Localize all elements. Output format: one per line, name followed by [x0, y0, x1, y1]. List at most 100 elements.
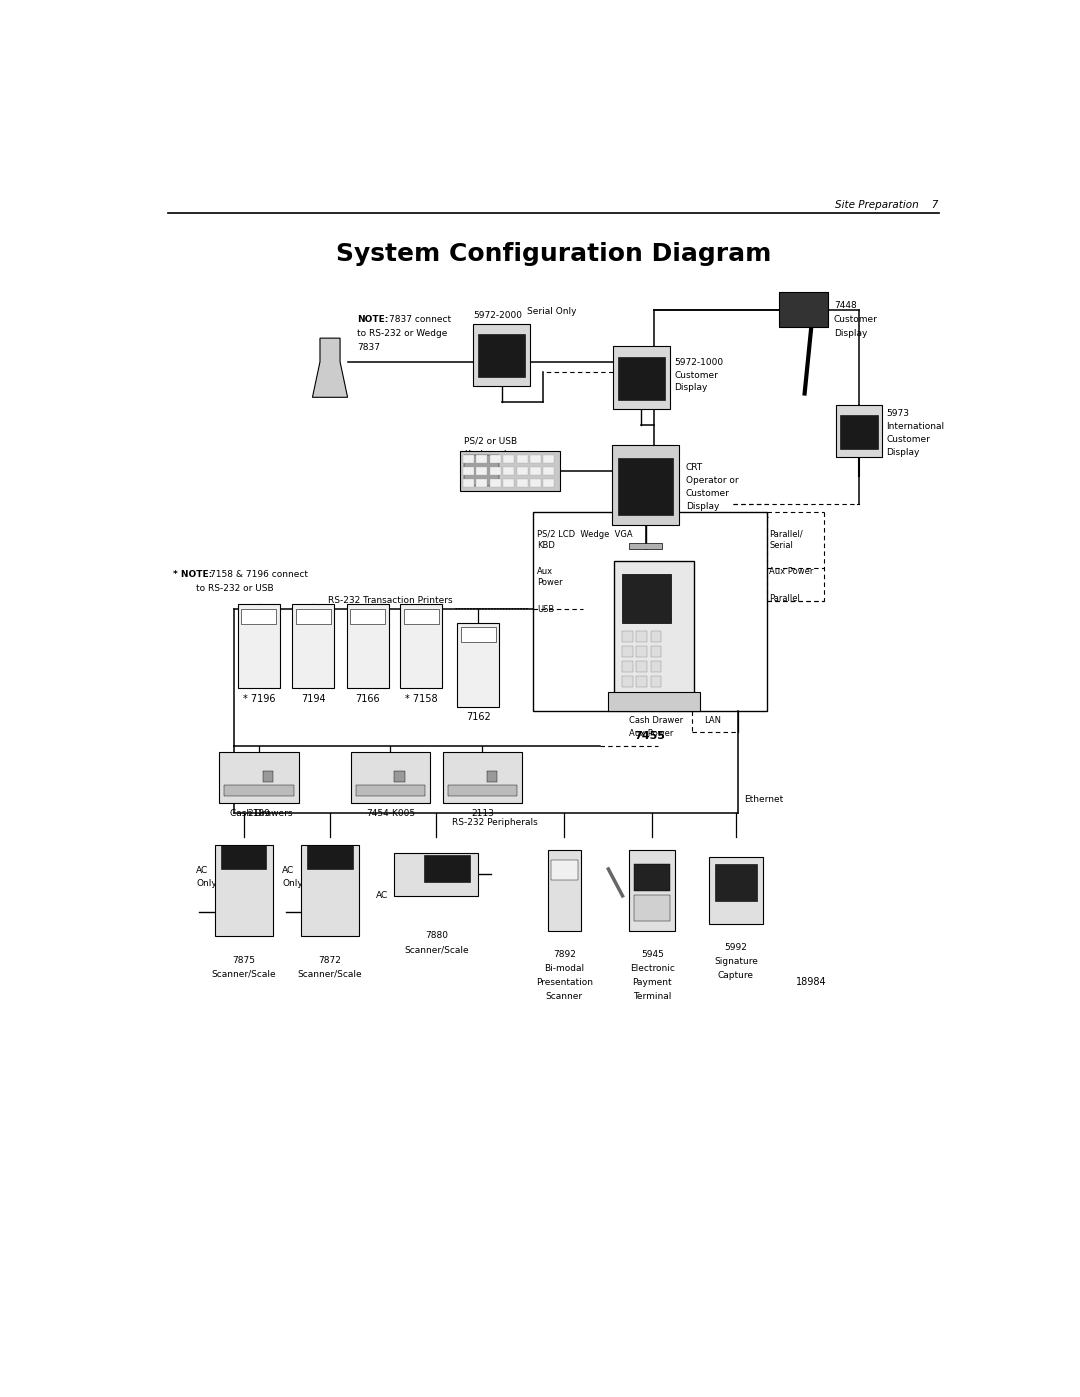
Bar [548, 851, 581, 930]
Bar [516, 479, 527, 488]
Bar [225, 785, 294, 796]
Bar [219, 752, 299, 803]
Text: 2189: 2189 [247, 809, 270, 817]
Bar [618, 358, 665, 400]
Bar [486, 771, 497, 782]
Bar [351, 752, 430, 803]
Text: USB: USB [537, 605, 554, 615]
Text: 5992: 5992 [725, 943, 747, 953]
Text: * 7196: * 7196 [243, 694, 275, 704]
Bar [532, 511, 767, 711]
Bar [634, 863, 671, 890]
Text: Operator or: Operator or [686, 476, 739, 485]
Text: Scanner/Scale: Scanner/Scale [212, 970, 276, 978]
Text: Scanner/Scale: Scanner/Scale [404, 946, 469, 954]
Bar [636, 631, 647, 643]
Text: Only: Only [282, 879, 303, 888]
Bar [238, 605, 280, 689]
Bar [478, 334, 525, 377]
Text: 7158 & 7196 connect: 7158 & 7196 connect [211, 570, 308, 578]
Text: LAN: LAN [704, 717, 721, 725]
Text: Aux Power: Aux Power [769, 567, 814, 577]
Bar [423, 855, 470, 882]
Bar [530, 479, 541, 488]
Bar [530, 467, 541, 475]
Text: RS-232 Transaction Printers: RS-232 Transaction Printers [327, 597, 453, 605]
Bar [551, 861, 578, 880]
Text: Capture: Capture [718, 971, 754, 981]
Bar [613, 346, 670, 408]
Text: 5973: 5973 [887, 409, 909, 418]
Text: Payment: Payment [633, 978, 672, 988]
Text: Terminal: Terminal [633, 992, 672, 1002]
Bar [516, 455, 527, 464]
Bar [463, 455, 474, 464]
Text: Scanner/Scale: Scanner/Scale [298, 970, 362, 978]
Text: Ethernet: Ethernet [744, 795, 784, 805]
Text: Customer: Customer [834, 314, 878, 324]
Bar [460, 451, 561, 492]
Bar [615, 560, 693, 696]
Text: System Configuration Diagram: System Configuration Diagram [336, 242, 771, 265]
Bar [543, 479, 554, 488]
Bar [394, 771, 405, 782]
Text: 7837 connect: 7837 connect [389, 314, 450, 324]
Bar [503, 479, 514, 488]
Polygon shape [312, 338, 348, 397]
Bar [780, 292, 828, 327]
Bar [443, 752, 522, 803]
Text: Display: Display [834, 328, 867, 338]
Text: CRT: CRT [686, 462, 703, 472]
Bar [490, 479, 501, 488]
Bar [503, 455, 514, 464]
Bar [612, 444, 679, 525]
Text: 7872: 7872 [319, 956, 341, 964]
Text: Customer: Customer [887, 434, 930, 444]
Text: 7194: 7194 [301, 694, 325, 704]
Text: Serial: Serial [769, 541, 794, 549]
Bar [463, 479, 474, 488]
Text: Display: Display [887, 448, 919, 457]
Text: Serial Only: Serial Only [527, 307, 577, 316]
Bar [629, 542, 662, 549]
Text: Display: Display [674, 383, 707, 393]
Text: * 7158: * 7158 [405, 694, 437, 704]
Text: Customer: Customer [674, 370, 718, 380]
Text: Signature: Signature [714, 957, 758, 967]
Text: 7166: 7166 [355, 694, 380, 704]
Bar [355, 785, 426, 796]
Bar [622, 631, 633, 643]
Text: 7875: 7875 [232, 956, 255, 964]
Text: 7448: 7448 [834, 300, 856, 310]
Text: Keyboard: Keyboard [464, 450, 507, 460]
Bar [350, 609, 386, 623]
Text: International: International [887, 422, 944, 432]
Text: PS/2 or USB: PS/2 or USB [464, 436, 517, 446]
Text: NOTE:: NOTE: [356, 314, 388, 324]
Bar [650, 676, 661, 687]
Bar [618, 458, 673, 514]
Bar [241, 609, 276, 623]
Text: 7162: 7162 [465, 712, 490, 722]
Bar [715, 863, 757, 901]
Bar [404, 609, 438, 623]
Bar [636, 647, 647, 657]
Text: AC: AC [376, 890, 389, 900]
Text: 5945: 5945 [640, 950, 664, 960]
Text: Parallel/: Parallel/ [769, 529, 804, 539]
Text: RS-232 Peripherals: RS-232 Peripherals [453, 819, 538, 827]
Bar [836, 405, 882, 457]
Text: 7455: 7455 [634, 731, 665, 740]
Text: 2113: 2113 [471, 809, 494, 817]
Bar [300, 845, 360, 936]
Text: Display: Display [473, 339, 507, 348]
Bar [401, 605, 442, 689]
Text: Bi-modal: Bi-modal [544, 964, 584, 974]
Bar [447, 785, 517, 796]
Bar [476, 479, 487, 488]
Bar [464, 455, 499, 486]
Bar [296, 609, 330, 623]
Text: Aux: Aux [537, 567, 553, 577]
Bar [490, 467, 501, 475]
Bar [840, 415, 878, 450]
